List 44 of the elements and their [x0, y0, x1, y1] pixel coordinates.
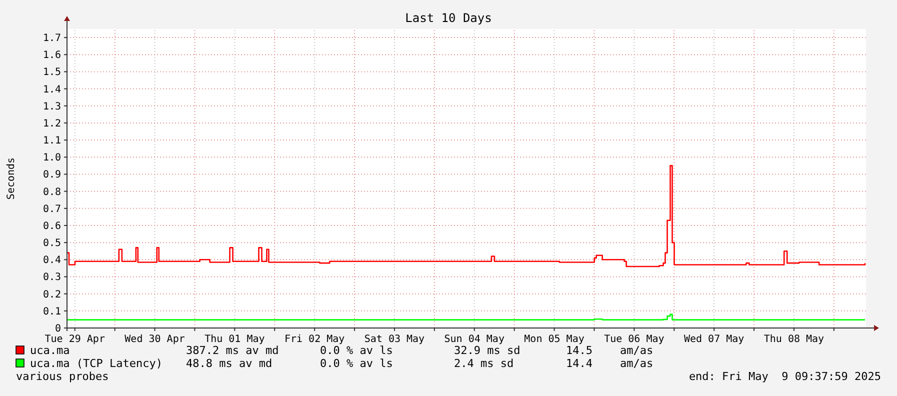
text: 48.8 ms av md	[186, 357, 272, 370]
text: am/as	[620, 357, 654, 370]
y-tick-label: 0.7	[42, 204, 61, 215]
text: 14.5	[566, 344, 592, 357]
x-tick-label: Tue 06 May	[604, 334, 664, 345]
x-tick-label: Mon 05 May	[524, 334, 584, 345]
y-tick-label: 1.1	[42, 136, 61, 147]
y-tick-label: 0.8	[42, 186, 61, 198]
text: end: Fri May 9 09:37:59 2025	[688, 370, 881, 383]
y-tick-label: 1.6	[42, 50, 61, 62]
text: 0.0 % av ls	[320, 344, 393, 357]
y-tick-label: 0.4	[42, 255, 61, 266]
text: 32.9 ms sd	[454, 344, 520, 357]
y-tick-label: 1.0	[42, 152, 61, 164]
legend-label: uca.ma (TCP Latency)	[30, 357, 162, 370]
text: various probes	[16, 370, 109, 383]
y-tick-label: 1.4	[42, 84, 61, 96]
text: 2.4 ms sd	[454, 357, 514, 370]
y-tick-label: 0.6	[42, 220, 61, 232]
text: 387.2 ms av md	[186, 344, 279, 357]
x-tick-label: Fri 02 May	[284, 334, 345, 345]
chart-title: Last 10 Days	[405, 11, 492, 25]
y-tick-label: 0	[54, 324, 61, 334]
x-tick-label: Thu 08 May	[764, 334, 824, 345]
y-tick-label: 1.7	[42, 33, 61, 44]
x-tick-label: Thu 01 May	[204, 334, 265, 345]
x-tick-label: Sun 04 May	[444, 334, 504, 345]
text: 14.4	[566, 357, 593, 370]
y-tick-label: 0.2	[42, 289, 61, 300]
legend-label: uca.ma	[30, 344, 70, 357]
y-tick-label: 0.9	[42, 170, 61, 181]
x-tick-label: Sat 03 May	[364, 334, 425, 345]
x-tick-label: Wed 07 May	[684, 334, 744, 345]
x-tick-label: Tue 29 Apr	[44, 334, 105, 345]
y-tick-label: 1.2	[42, 118, 61, 130]
y-tick-label: 1.3	[42, 101, 61, 112]
x-tick-label: Wed 30 Apr	[124, 334, 185, 345]
y-tick-label: 0.5	[42, 238, 61, 250]
y-tick-label: 0.3	[42, 272, 61, 284]
text: 0.0 % av ls	[320, 357, 393, 370]
text: am/as	[620, 344, 654, 357]
y-tick-label: 0.1	[42, 306, 61, 318]
y-tick-label: 1.5	[42, 67, 61, 78]
y-axis-title: Seconds	[6, 157, 17, 200]
